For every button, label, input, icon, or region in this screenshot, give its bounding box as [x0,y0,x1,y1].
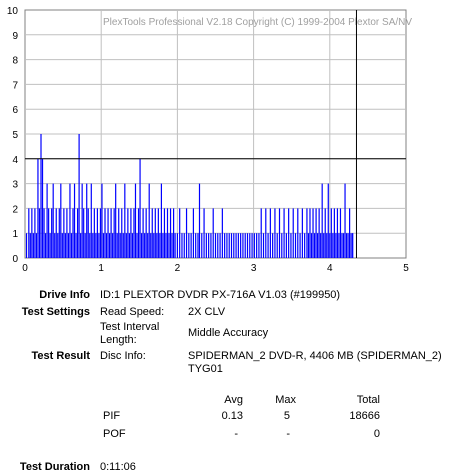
y-axis-tick-labels: 0 1 2 3 4 5 6 7 8 9 10 [7,6,19,265]
pif-label: PIF [103,410,121,422]
reference-lines [25,10,406,258]
pof-max: - [286,428,290,440]
drive-info-value: ID:1 PLEXTOR DVDR PX-716A V1.03 (#199950… [100,289,341,301]
disc-info-line2: TYG01 [188,363,223,375]
y-tick-label: 7 [12,80,18,91]
x-tick-label: 4 [327,263,333,274]
y-tick-label: 9 [12,31,18,42]
test-result-label: Test Result [31,350,90,362]
drive-info-label: Drive Info [39,289,90,301]
test-interval-label-line2: Length: [100,334,137,346]
pif-max: 5 [283,410,290,422]
chart-title: PlexTools Professional V2.18 Copyright (… [103,17,412,28]
x-tick-label: 0 [22,263,28,274]
y-tick-label: 10 [7,6,19,17]
col-header-total: Total [356,394,380,406]
pof-avg: - [234,428,238,440]
test-duration-label: Test Duration [19,461,90,473]
y-tick-label: 0 [12,254,18,265]
x-tick-label: 3 [251,263,257,274]
x-tick-label: 2 [175,263,181,274]
read-speed-value: 2X CLV [188,306,226,318]
pif-avg: 0.13 [221,410,243,422]
pof-label: POF [103,428,126,440]
test-duration-value: 0:11:06 [100,461,136,473]
y-tick-label: 2 [12,204,18,215]
pif-chart: PlexTools Professional V2.18 Copyright (… [7,6,412,274]
pif-total: 18666 [349,410,380,422]
read-speed-label: Read Speed: [100,306,165,318]
y-tick-label: 8 [12,56,18,67]
y-tick-label: 1 [12,229,18,240]
pof-total: 0 [373,428,380,440]
disc-info-line1: SPIDERMAN_2 DVD-R, 4406 MB (SPIDERMAN_2) [188,350,442,362]
test-settings-label: Test Settings [21,306,90,318]
y-tick-label: 4 [12,155,18,166]
x-axis-tick-labels: 0 1 2 3 4 5 [22,263,409,274]
col-header-max: Max [275,394,296,406]
y-tick-label: 3 [12,180,18,191]
y-tick-label: 5 [12,130,18,141]
test-interval-label-line1: Test Interval [100,321,160,333]
col-header-avg: Avg [224,394,243,406]
disc-info-label: Disc Info: [100,350,146,362]
x-tick-label: 1 [98,263,104,274]
pif-bars [25,134,354,258]
test-interval-value: Middle Accuracy [188,327,269,339]
x-tick-label: 5 [403,263,409,274]
y-tick-label: 6 [12,105,18,116]
